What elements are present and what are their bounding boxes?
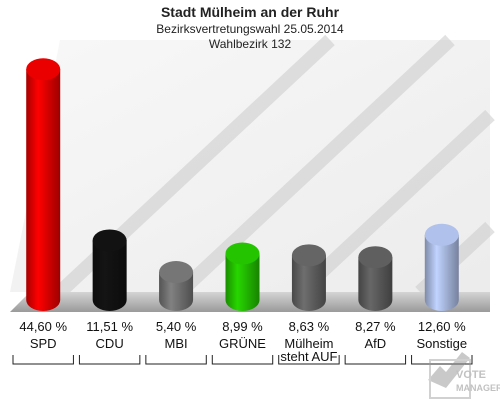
value-labels-group: 44,60 % 11,51 % 5,40 % 8,99 % 8,63 % 8,27 % 12… <box>19 319 466 334</box>
category-label: CDU <box>96 336 124 351</box>
value-label: 11,51 % <box>86 319 133 334</box>
category-bracket <box>211 355 274 365</box>
checkmark-logo-icon <box>428 352 471 399</box>
category-label: MBI <box>165 336 188 351</box>
category-label: GRÜNE <box>219 336 266 351</box>
category-label: SPD <box>30 336 57 351</box>
value-label: 12,60 % <box>418 319 466 334</box>
vote-manager-watermark: VOTE MANAGER <box>428 352 500 399</box>
bar-m-lheim-steht-auf <box>291 244 326 311</box>
value-label: 8,27 % <box>355 319 396 334</box>
watermark-line-2: MANAGER <box>456 383 500 393</box>
category-label: AfD <box>365 336 387 351</box>
category-bracket <box>278 355 340 365</box>
value-label: 5,40 % <box>156 319 197 334</box>
category-label: Sonstige <box>416 336 467 351</box>
chart-title: Stadt Mülheim an der Ruhr <box>161 4 340 20</box>
chart-subtitle: Bezirksvertretungswahl 25.05.2014 <box>156 22 344 36</box>
bar-afd <box>358 246 393 311</box>
value-label: 8,63 % <box>289 319 330 334</box>
value-label: 44,60 % <box>19 319 67 334</box>
bar-cdu <box>92 229 127 311</box>
category-bracket <box>344 355 407 365</box>
category-bracket <box>78 355 141 365</box>
category-label: Mülheim steht AUF <box>280 336 337 364</box>
category-bracket <box>12 355 74 365</box>
chart-subtitle-2: Wahlbezirk 132 <box>209 37 292 51</box>
category-bracket <box>411 355 473 365</box>
bar-mbi <box>159 261 194 311</box>
watermark-line-1: VOTE <box>456 369 486 381</box>
category-bracket <box>145 355 207 365</box>
bar-sonstige <box>424 223 459 311</box>
category-labels-group: SPD CDU MBI GRÜNE Mülheim steht AUF AfD Sonstig… <box>12 336 473 365</box>
value-label: 8,99 % <box>222 319 263 334</box>
bars-group <box>26 58 459 312</box>
bar-spd <box>26 58 61 312</box>
bar-gr-ne <box>225 242 260 311</box>
